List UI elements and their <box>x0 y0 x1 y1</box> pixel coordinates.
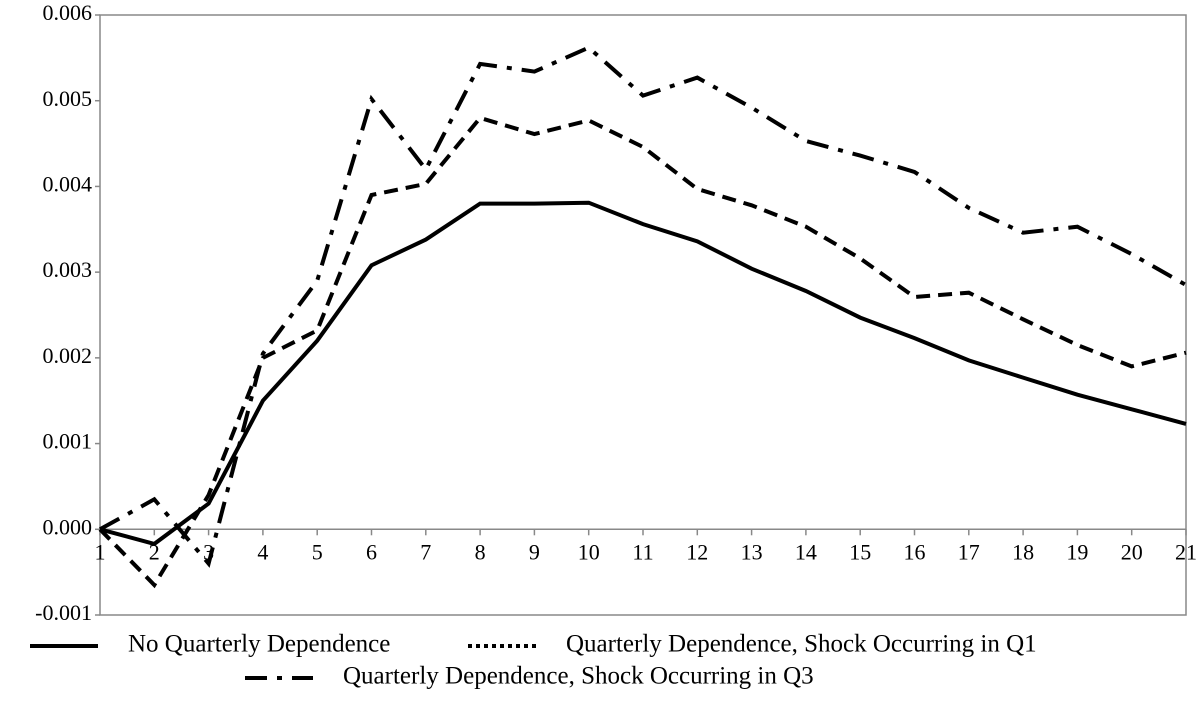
x-tick-label: 8 <box>475 539 486 564</box>
x-tick-label: 1 <box>95 539 106 564</box>
x-tick-label: 12 <box>686 539 708 564</box>
x-tick-label: 20 <box>1121 539 1143 564</box>
x-tick-label: 13 <box>741 539 763 564</box>
series-line <box>99 45 1187 568</box>
x-tick-label: 18 <box>1012 539 1034 564</box>
x-tick-label: 17 <box>958 539 980 564</box>
x-tick-label: 2 <box>149 539 160 564</box>
x-tick-label: 4 <box>257 539 268 564</box>
x-tick-label: 3 <box>203 539 214 564</box>
y-tick-label: 0.001 <box>43 429 93 454</box>
x-tick-label: 9 <box>529 539 540 564</box>
x-tick-label: 6 <box>366 539 377 564</box>
y-tick-label: 0.002 <box>43 343 93 368</box>
y-tick-label: 0.005 <box>43 86 93 111</box>
y-tick-label: 0.003 <box>43 257 93 282</box>
legend-label: Quarterly Dependence, Shock Occurring in… <box>566 631 1037 658</box>
x-tick-label: 14 <box>795 539 817 564</box>
x-tick-label: 19 <box>1066 539 1088 564</box>
x-tick-label: 21 <box>1175 539 1197 564</box>
x-tick-label: 15 <box>849 539 871 564</box>
legend-label: No Quarterly Dependence <box>128 631 390 658</box>
legend-label: Quarterly Dependence, Shock Occurring in… <box>343 663 814 690</box>
series-line <box>99 200 1187 547</box>
y-tick-label: 0.006 <box>43 0 93 25</box>
y-tick-label: 0.000 <box>43 514 93 539</box>
legend: No Quarterly Dependence Quarterly Depende… <box>30 631 1037 690</box>
y-tick-label: -0.001 <box>35 600 92 625</box>
plot-frame <box>99 14 1187 616</box>
x-tick-label: 5 <box>312 539 323 564</box>
x-tick-label: 7 <box>420 539 431 564</box>
x-tick-label: 11 <box>632 539 653 564</box>
x-tick-label: 10 <box>578 539 600 564</box>
series-line <box>98 115 1187 589</box>
y-tick-label: 0.004 <box>43 171 93 196</box>
x-tick-label: 16 <box>904 539 926 564</box>
